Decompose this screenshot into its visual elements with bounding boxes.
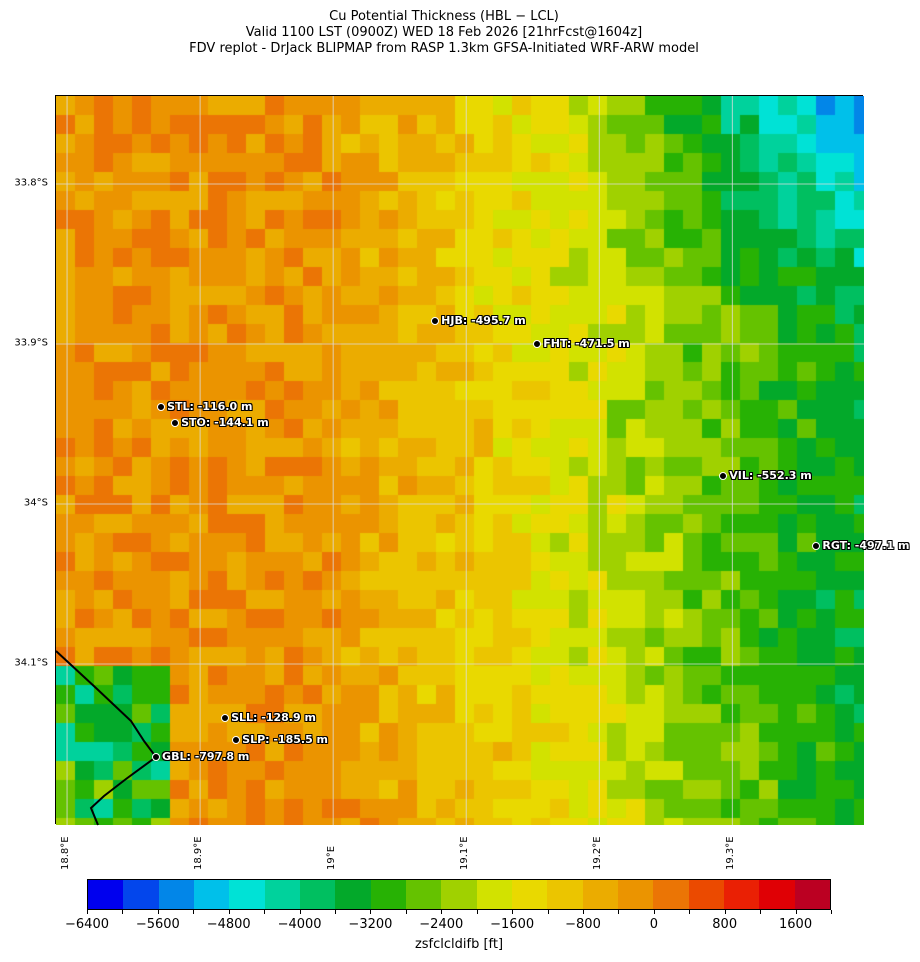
station-marker-stl[interactable]	[157, 403, 166, 412]
coastline	[55, 650, 158, 826]
station-label-sll: SLL: -128.9 m	[231, 710, 316, 724]
colorbar-bin	[370, 880, 406, 909]
colorbar-tick	[724, 910, 726, 914]
colorbar-tick-label: 1600	[779, 917, 813, 932]
colorbar-tick	[831, 910, 832, 914]
colorbar-bin	[229, 880, 265, 909]
colorbar	[87, 879, 831, 910]
colorbar-tick	[476, 910, 478, 914]
colorbar-bin	[653, 880, 689, 909]
colorbar-tick-label: 0	[649, 917, 658, 932]
colorbar-tick	[512, 910, 514, 914]
colorbar-tick-label: −2400	[419, 917, 464, 932]
colorbar-tick	[547, 910, 549, 914]
station-label-stl: STL: -116.0 m	[167, 399, 253, 413]
station-marker-vil[interactable]	[719, 472, 728, 481]
station-marker-hjb[interactable]	[431, 316, 440, 325]
lat-tick-label: 34.1°S	[14, 657, 48, 669]
station-label-hjb: HJB: -495.7 m	[441, 313, 526, 327]
colorbar-tick-label: −6400	[65, 917, 109, 932]
map-overlay	[55, 96, 864, 826]
colorbar-bin	[441, 880, 477, 909]
title-line-2: Valid 1100 LST (0900Z) WED 18 Feb 2026 […	[245, 25, 643, 40]
colorbar-tick	[335, 910, 336, 914]
graticule	[56, 96, 864, 825]
colorbar-tick-label: −4000	[277, 917, 322, 932]
station-label-slp: SLP: -185.5 m	[242, 732, 329, 746]
lat-tick-label: 33.9°S	[14, 337, 48, 349]
map-plot: HJB: -495.7 m FHT: -471.5 m STL: -116.0 m S…	[55, 95, 909, 826]
colorbar-tick	[299, 910, 301, 914]
colorbar-tick	[87, 910, 88, 914]
colorbar-bin	[264, 880, 300, 909]
station-label-vil: VIL: -552.3 m	[729, 468, 812, 482]
colorbar-bin	[193, 880, 230, 909]
colorbar-bin	[794, 880, 830, 909]
colorbar-tick	[583, 910, 584, 914]
colorbar-bin	[405, 880, 442, 909]
colorbar-bin	[511, 880, 548, 909]
colorbar-tick	[264, 910, 266, 914]
station-label-rgt: RGT: -497.1 m	[822, 538, 910, 552]
colorbar-label: zsfclcldifb [ft]	[414, 937, 504, 952]
lon-tick-label: 18.9°E	[193, 836, 205, 870]
station-label-sto: STO: -144.1 m	[181, 415, 269, 429]
lon-tick-label: 19.2°E	[592, 836, 604, 870]
colorbar-tick-label: 800	[712, 917, 738, 932]
colorbar-tick	[370, 910, 372, 914]
lon-tick-label: 19°E	[326, 845, 338, 870]
colorbar-tick	[157, 910, 159, 914]
colorbar-bin	[759, 880, 795, 909]
colorbar-tick	[228, 910, 230, 914]
title-line-3: FDV replot - DrJack BLIPMAP from RASP 1.…	[189, 41, 699, 56]
lon-tick-label: 19.3°E	[725, 836, 737, 870]
colorbar-bin	[617, 880, 654, 909]
colorbar-bin	[476, 880, 512, 909]
lat-tick-label: 33.8°S	[14, 177, 48, 189]
station-marker-sll[interactable]	[221, 714, 230, 723]
station-label-gbl: GBL: -797.8 m	[162, 749, 250, 763]
thickness-field-raster	[56, 96, 864, 825]
colorbar-bin	[158, 880, 194, 909]
lon-tick-label: 18.8°E	[60, 836, 72, 870]
colorbar-bin	[723, 880, 760, 909]
station-marker-sto[interactable]	[171, 419, 180, 428]
colorbar-tick	[689, 910, 691, 914]
colorbar-tick	[760, 910, 762, 914]
colorbar-bin	[335, 880, 371, 909]
colorbar-tick	[653, 910, 655, 914]
colorbar-bin	[299, 880, 336, 909]
station-marker-rgt[interactable]	[812, 542, 821, 551]
station-marker-slp[interactable]	[232, 736, 241, 745]
colorbar-bin	[582, 880, 618, 909]
colorbar-bin	[547, 880, 583, 909]
colorbar-tick	[405, 910, 407, 914]
colorbar-tick	[795, 910, 797, 914]
station-marker-gbl[interactable]	[152, 752, 161, 761]
title-line-1: Cu Potential Thickness (HBL − LCL)	[329, 9, 559, 24]
lon-tick-label: 19.1°E	[459, 836, 471, 870]
colorbar-tick-label: −3200	[348, 917, 393, 932]
colorbar-tick-label: −5600	[135, 917, 180, 932]
lat-tick-label: 34°S	[23, 497, 48, 509]
colorbar-tick	[441, 910, 443, 914]
colorbar-tick-label: −1600	[490, 917, 535, 932]
colorbar-tick-label: −4800	[206, 917, 251, 932]
colorbar-bin	[688, 880, 724, 909]
colorbar-tick-label: −800	[565, 917, 601, 932]
station-label-fht: FHT: -471.5 m	[543, 336, 630, 350]
station-marker-fht[interactable]	[533, 340, 542, 348]
colorbar-bin	[88, 880, 124, 909]
colorbar-bin	[123, 880, 159, 909]
colorbar-tick	[193, 910, 195, 914]
colorbar-tick	[618, 910, 620, 914]
colorbar-tick	[122, 910, 124, 914]
